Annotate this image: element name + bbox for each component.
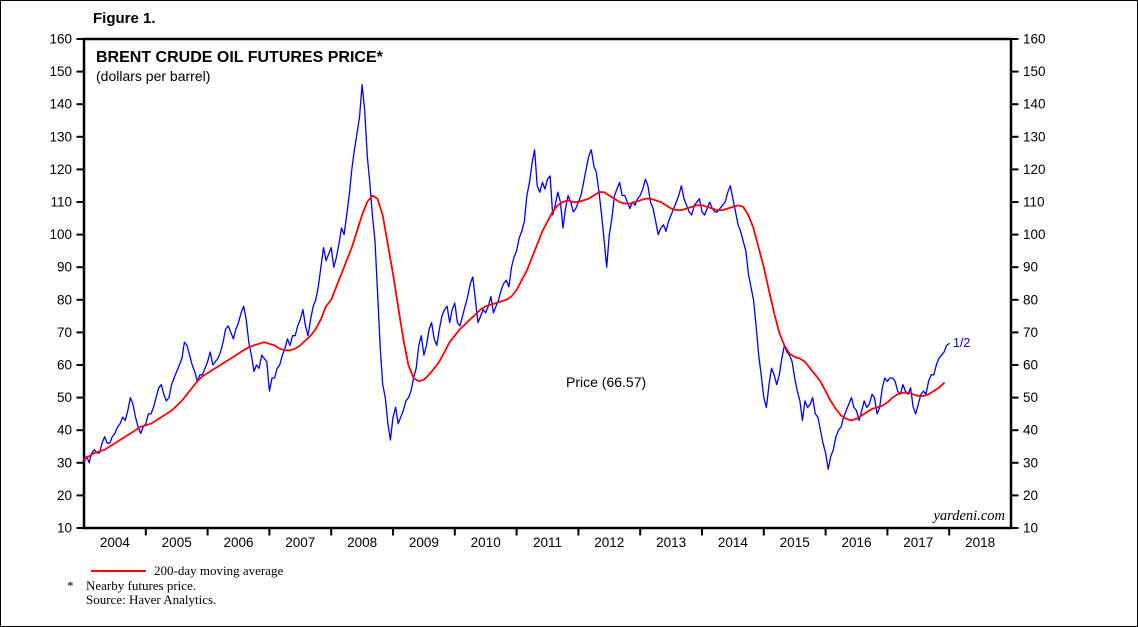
plot-frame: [82, 37, 1013, 530]
y-axis-label-left: 30: [57, 455, 72, 470]
footnote-asterisk: *: [67, 578, 74, 593]
x-axis-label: 2010: [471, 535, 501, 550]
y-axis-label-left: 20: [57, 488, 72, 503]
x-axis-label: 2008: [347, 535, 377, 550]
y-axis-label-left: 90: [57, 260, 72, 275]
price-line: [83, 83, 950, 470]
x-axis-label: 2015: [780, 535, 810, 550]
x-axis-label: 2016: [841, 535, 871, 550]
y-axis-label-left: 40: [57, 423, 72, 438]
footnote-nearby: * Nearby futures price.: [67, 578, 196, 594]
y-axis-label-right: 100: [1023, 227, 1046, 242]
figure-label: Figure 1.: [93, 10, 156, 27]
y-axis-label-left: 80: [57, 292, 72, 307]
y-axis-label-left: 60: [57, 358, 72, 373]
axes-layer: 10 10 20 20 30 30 40 40 50 50 60 60 70 70 80 80 90 90 100 1…: [49, 32, 1045, 551]
y-axis-label-left: 150: [49, 64, 72, 79]
legend-label: 200-day moving average: [154, 563, 284, 578]
y-axis-label-right: 90: [1023, 260, 1038, 275]
series-layer: [83, 83, 950, 470]
y-axis-label-left: 110: [50, 195, 72, 210]
chart-legend: 200-day moving average: [91, 563, 284, 578]
y-axis-label-right: 30: [1023, 455, 1038, 470]
x-axis-label: 2011: [533, 535, 562, 550]
x-axis-label: 2013: [656, 535, 686, 550]
endpoint-date-label: 1/2: [953, 336, 970, 350]
y-axis-label-right: 160: [1023, 32, 1046, 47]
x-axis-label: 2006: [223, 535, 253, 550]
chart-subtitle: (dollars per barrel): [96, 68, 210, 84]
y-axis-label-left: 50: [57, 390, 72, 405]
y-axis-label-right: 50: [1023, 390, 1038, 405]
y-axis-label-right: 10: [1023, 521, 1038, 536]
footnote-source: Source: Haver Analytics.: [67, 592, 216, 608]
y-axis-label-left: 130: [49, 129, 72, 144]
x-axis-label: 2018: [965, 535, 995, 550]
x-axis-label: 2005: [162, 535, 192, 550]
x-axis-label: 2004: [100, 535, 131, 550]
x-axis-label: 2014: [718, 535, 749, 550]
y-axis-label-right: 60: [1023, 358, 1038, 373]
y-axis-label-right: 70: [1023, 325, 1038, 340]
y-axis-label-right: 20: [1023, 488, 1038, 503]
y-axis-label-right: 80: [1023, 292, 1038, 307]
x-axis-label: 2009: [409, 535, 439, 550]
y-axis-label-right: 130: [1023, 129, 1046, 144]
y-axis-label-right: 110: [1023, 195, 1045, 210]
moving-average-line: [83, 191, 945, 461]
y-axis-label-right: 120: [1023, 162, 1046, 177]
chart-title: BRENT CRUDE OIL FUTURES PRICE*: [96, 49, 384, 66]
x-axis-label: 2012: [594, 535, 624, 550]
y-axis-label-left: 70: [57, 325, 72, 340]
y-axis-label-right: 140: [1023, 97, 1046, 112]
y-axis-label-left: 140: [49, 97, 72, 112]
y-axis-label-left: 10: [57, 521, 72, 536]
y-axis-label-right: 40: [1023, 423, 1038, 438]
x-axis-label: 2017: [903, 535, 933, 550]
y-axis-label-left: 120: [49, 162, 72, 177]
y-axis-label-left: 100: [49, 227, 72, 242]
footnote-text-1: Nearby futures price.: [86, 578, 197, 593]
price-annotation: Price (66.57): [566, 374, 646, 390]
legend-line-swatch: [91, 570, 146, 572]
yardeni-watermark: yardeni.com: [931, 508, 1005, 524]
y-axis-label-right: 150: [1023, 64, 1046, 79]
footnote-text-2: Source: Haver Analytics.: [86, 592, 217, 607]
x-axis-label: 2007: [285, 535, 315, 550]
y-axis-label-left: 160: [49, 32, 72, 47]
